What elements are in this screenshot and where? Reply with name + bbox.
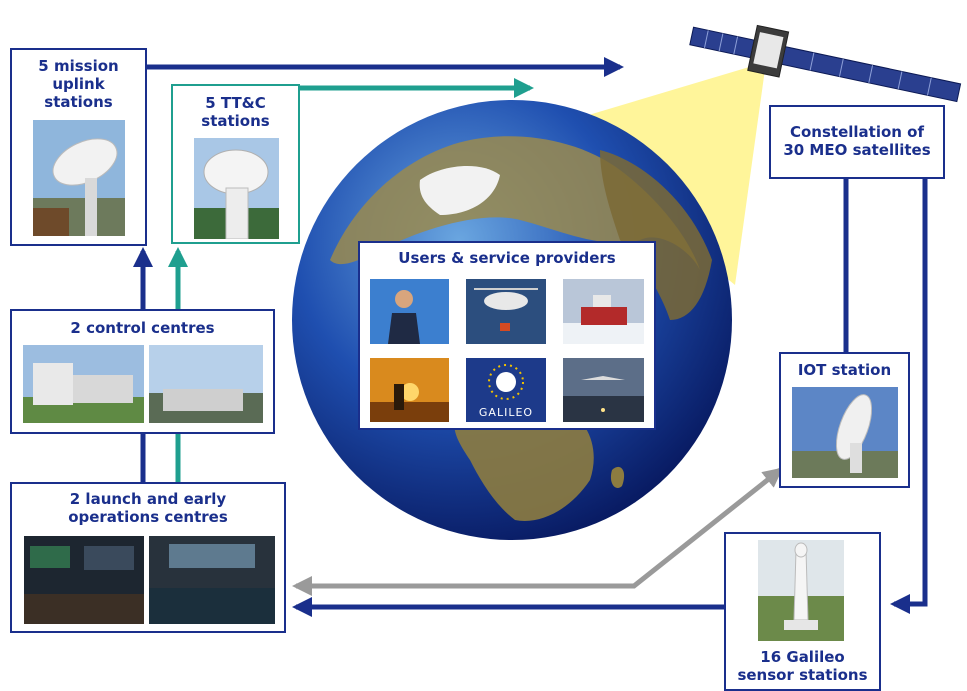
user-ship-photo [563, 279, 644, 344]
leop-centres-box: 2 launch and early operations centres [10, 482, 286, 633]
sensor-stations-box: 16 Galileo sensor stations [724, 532, 881, 691]
users-providers-title: Users & service providers [398, 249, 616, 267]
galileo-logo-text: GALILEO [478, 406, 534, 419]
uplink-stations-title: 5 mission uplink stations [38, 57, 119, 111]
iot-station-title: IOT station [797, 361, 892, 379]
leop-control-room-photo-1 [24, 536, 144, 624]
user-businessman-photo [370, 279, 449, 344]
uplink-stations-box: 5 mission uplink stations [10, 48, 147, 246]
sensor-station-photo [758, 540, 844, 641]
control-centre-photo-1 [23, 345, 144, 423]
leop-centres-title: 2 launch and early operations centres [68, 490, 228, 526]
ttc-stations-box: 5 TT&C stations [171, 84, 300, 244]
constellation-title: Constellation of 30 MEO satellites [783, 123, 931, 159]
iot-antenna-photo [792, 387, 898, 478]
user-oil-platform-photo [370, 358, 449, 422]
arrow-iot-to-leop [292, 467, 784, 596]
constellation-box: Constellation of 30 MEO satellites [769, 105, 945, 179]
control-centres-box: 2 control centres [10, 309, 275, 434]
ttc-antenna-photo [194, 138, 279, 239]
user-galileo-logo: GALILEO [466, 358, 546, 422]
users-providers-box: Users & service providers [358, 241, 656, 430]
arrow-constellation-to-sensor [890, 179, 928, 614]
galileo-satellite [689, 24, 962, 103]
leop-control-room-photo-2 [149, 536, 275, 624]
control-centre-photo-2 [149, 345, 263, 423]
ttc-stations-title: 5 TT&C stations [201, 94, 270, 130]
user-aircraft-photo [563, 358, 644, 422]
iot-station-box: IOT station [779, 352, 910, 488]
uplink-antenna-photo [33, 120, 125, 236]
sensor-stations-title: 16 Galileo sensor stations [737, 648, 868, 684]
control-centres-title: 2 control centres [70, 319, 215, 337]
user-helicopter-rescue-photo [466, 279, 546, 344]
